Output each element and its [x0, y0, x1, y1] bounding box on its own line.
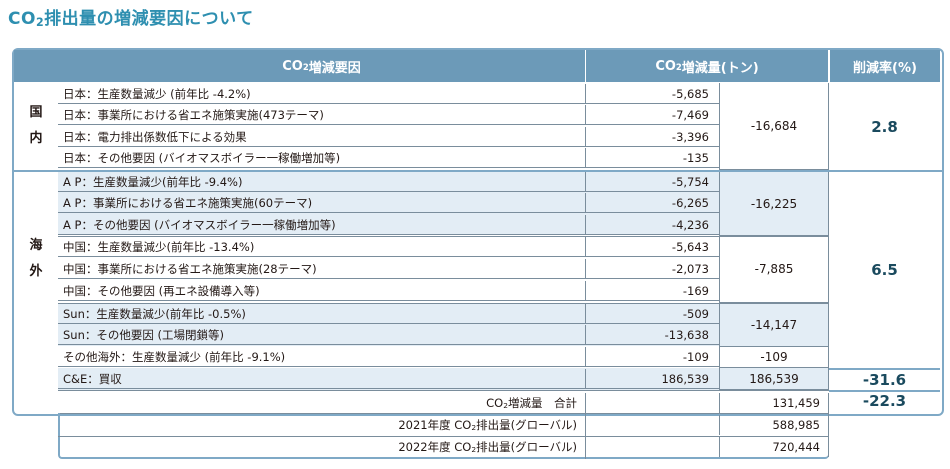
group-subtotal-japan: -16,684 [719, 83, 829, 170]
row-value: -7,469 [585, 105, 719, 125]
summary-value-2022: 720,444 [719, 437, 829, 457]
row-label: 日本：生産数量減少 (前年比 -4.2%) [58, 84, 585, 104]
shade-ce [58, 368, 829, 390]
group-subtotal-ce: 186,539 [719, 368, 829, 390]
row-value: -509 [585, 304, 719, 324]
group-subtotal-sun: -14,147 [719, 303, 829, 347]
divider-summary-2 [58, 436, 829, 437]
divider-rate-ce [829, 368, 940, 370]
region-overseas: 海外 [29, 238, 43, 279]
shade-sun [58, 304, 829, 346]
header-change: CO 2 増減量(トン) [586, 50, 828, 82]
row-label: 中国：事業所における省エネ施策実施(28テーマ) [58, 259, 585, 279]
row-label: Sun：生産数量減少(前年比 -0.5%) [58, 304, 585, 324]
group-subtotal-china: -7,885 [719, 236, 829, 303]
page-title: CO2排出量の増減要因について [8, 9, 254, 29]
summary-col-divider [585, 413, 586, 459]
row-value: -3,396 [585, 127, 719, 147]
row-value: 186,539 [585, 369, 719, 389]
divider-ap-china [58, 236, 829, 237]
header-region-blank [14, 50, 58, 82]
rate-domestic: 2.8 [871, 117, 898, 136]
row-value: -5,643 [585, 237, 719, 257]
header-rate: 削減率(%) [830, 50, 940, 82]
divider-rate-total [829, 390, 940, 392]
row-value: -169 [585, 281, 719, 301]
row-label: 中国：その他要因 (再エネ設備導入等) [58, 281, 585, 301]
rate-total: -22.3 [862, 392, 907, 410]
row-value: -5,685 [585, 84, 719, 104]
row-label: C&E：買収 [58, 369, 585, 389]
row-label: 中国：生産数量減少(前年比 -13.4%) [58, 237, 585, 257]
summary-label-total: CO2増減量 合計 [486, 396, 577, 411]
divider-summary-1 [58, 413, 829, 414]
row-value: -109 [585, 347, 719, 367]
shade-ap [58, 172, 829, 235]
row-value: -135 [585, 148, 719, 168]
divider-china-sun [58, 303, 829, 304]
row-value: -2,073 [585, 259, 719, 279]
row-value: -4,236 [585, 215, 719, 235]
rate-overseas: 6.5 [871, 261, 898, 279]
group-subtotal-ap: -16,225 [719, 172, 829, 236]
row-label: その他海外：生産数量減少 (前年比 -9.1%) [58, 347, 585, 367]
summary-value-total: 131,459 [719, 393, 829, 413]
summary-value-2021: 588,985 [719, 415, 829, 435]
header-factor: CO 2 増減要因 [58, 50, 585, 82]
row-label: A P：その他要因 (バイオマスボイラー一稼働増加等) [58, 215, 585, 235]
summary-label-2021: 2021年度 CO2排出量(グローバル) [398, 418, 577, 433]
row-label: 日本：事業所における省エネ施策実施(473テーマ) [58, 105, 585, 125]
group-subtotal-other: -109 [719, 347, 829, 368]
row-label: Sun：その他要因 (工場閉鎖等) [58, 325, 585, 345]
divider-ce-total [58, 390, 829, 391]
row-label: A P：事業所における省エネ施策実施(60テーマ) [58, 193, 585, 213]
row-label: 日本：その他要因 (バイオマスボイラー一稼働増加等) [58, 148, 585, 168]
row-value: -13,638 [585, 325, 719, 345]
row-value: -6,265 [585, 193, 719, 213]
table-frame [12, 48, 944, 416]
summary-blank [585, 393, 719, 413]
divider-domestic-overseas [14, 170, 942, 172]
row-label: A P：生産数量減少(前年比 -9.4%) [58, 172, 585, 192]
region-domestic: 国内 [29, 105, 43, 146]
row-value: -5,754 [585, 172, 719, 192]
rate-ce: -31.6 [862, 371, 907, 389]
row-label: 日本：電力排出係数低下による効果 [58, 127, 585, 147]
summary-label-2022: 2022年度 CO2排出量(グローバル) [398, 440, 577, 455]
